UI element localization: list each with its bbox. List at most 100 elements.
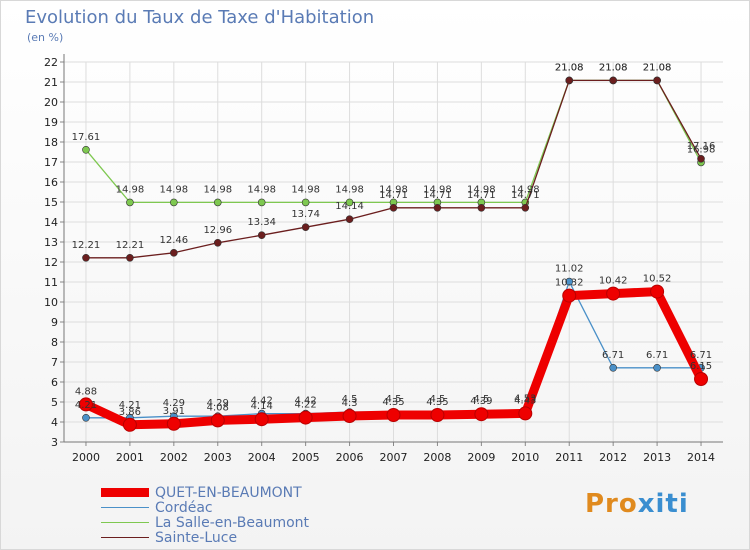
y-tick-label-4: 4	[51, 416, 58, 429]
data-label-quet-en-beaumont-2010: 4.43	[514, 395, 536, 406]
x-tick-label-2012: 2012	[599, 451, 627, 464]
x-tick-label-2014: 2014	[687, 451, 715, 464]
x-tick-label-2011: 2011	[555, 451, 583, 464]
data-label-sainte-luce-2007: 14.71	[379, 190, 408, 201]
point-quet-en-beaumont-2013	[650, 284, 665, 299]
legend-item-cord-ac: Cordéac	[101, 499, 309, 516]
data-label-quet-en-beaumont-2001: 3.86	[119, 407, 141, 418]
point-quet-en-beaumont-2000	[78, 397, 93, 412]
y-tick-label-12: 12	[44, 256, 58, 269]
point-sainte-luce-2007	[389, 204, 398, 212]
data-label-cord-ac-2009: 4.5	[473, 394, 489, 405]
point-quet-en-beaumont-2006	[342, 409, 357, 423]
x-tick-label-2009: 2009	[467, 451, 495, 464]
data-label-cord-ac-2007: 4.5	[386, 394, 402, 405]
point-cord-ac-2013	[653, 363, 661, 372]
data-label-sainte-luce-2004: 13.34	[247, 217, 276, 228]
data-label-sainte-luce-2011: 21.08	[555, 62, 584, 73]
data-label-la-salle-en-beaumont-2013: 21.08	[643, 62, 672, 73]
data-label-la-salle-en-beaumont-2001: 14.98	[116, 184, 145, 195]
logo-part-pro: Pro	[585, 489, 638, 519]
legend-label-sainte-luce: Sainte-Luce	[155, 529, 238, 546]
data-label-sainte-luce-2009: 14.71	[467, 190, 496, 201]
point-sainte-luce-2014	[697, 155, 705, 163]
point-quet-en-beaumont-2012	[606, 286, 621, 301]
y-tick-label-18: 18	[44, 136, 58, 149]
legend-label-la-salle-en-beaumont: La Salle-en-Beaumont	[155, 514, 310, 531]
data-label-sainte-luce-2001: 12.21	[116, 240, 145, 251]
data-label-cord-ac-2005: 4.42	[295, 396, 317, 407]
point-quet-en-beaumont-2011	[562, 288, 577, 303]
x-tick-label-2013: 2013	[643, 451, 671, 464]
data-label-quet-en-beaumont-2006: 4.3	[342, 398, 358, 409]
legend-item-la-salle-en-beaumont: La Salle-en-Beaumont	[101, 514, 310, 531]
x-tick-label-2006: 2006	[336, 451, 364, 464]
data-label-cord-ac-2011: 11.02	[555, 264, 584, 275]
data-label-cord-ac-2008: 4.5	[429, 394, 445, 405]
data-label-quet-en-beaumont-2002: 3.91	[163, 406, 185, 417]
data-label-quet-en-beaumont-2011: 10.32	[555, 278, 584, 289]
legend-label-cord-ac: Cordéac	[155, 499, 213, 516]
point-cord-ac-2012	[609, 363, 617, 372]
point-quet-en-beaumont-2003	[210, 413, 225, 428]
data-label-sainte-luce-2003: 12.96	[203, 225, 232, 236]
legend-swatch-sainte-luce	[101, 537, 149, 538]
data-label-sainte-luce-2012: 21.08	[599, 62, 628, 73]
data-label-cord-ac-2013: 6.71	[646, 350, 668, 361]
y-tick-label-19: 19	[44, 116, 58, 129]
data-label-quet-en-beaumont-2008: 4.35	[426, 397, 448, 408]
data-label-la-salle-en-beaumont-2000: 17.61	[72, 132, 101, 143]
data-label-quet-en-beaumont-2005: 4.22	[295, 400, 317, 411]
data-label-la-salle-en-beaumont-2006: 14.98	[335, 184, 364, 195]
point-quet-en-beaumont-2004	[254, 412, 269, 427]
data-label-sainte-luce-2006: 14.14	[335, 201, 364, 212]
point-sainte-luce-2011	[565, 76, 574, 85]
y-tick-label-8: 8	[51, 336, 58, 349]
proxiti-logo: Proxiti	[585, 489, 689, 519]
point-cord-ac-2011	[565, 277, 574, 286]
y-tick-label-7: 7	[51, 356, 58, 369]
legend-item-sainte-luce: Sainte-Luce	[101, 529, 309, 546]
data-label-cord-ac-2004: 4.42	[251, 396, 273, 407]
data-label-la-salle-en-beaumont-2002: 14.98	[160, 184, 189, 195]
point-sainte-luce-2001	[126, 253, 134, 262]
y-tick-label-13: 13	[44, 236, 58, 249]
point-sainte-luce-2005	[301, 223, 310, 231]
data-label-sainte-luce-2008: 14.71	[423, 190, 452, 201]
legend: QUET-EN-BEAUMONT Cordéac La Salle-en-Beaum…	[101, 485, 310, 546]
data-label-cord-ac-2010: 4.53	[514, 393, 536, 404]
point-quet-en-beaumont-2002	[166, 416, 181, 431]
x-tick-label-2004: 2004	[248, 451, 276, 464]
x-tick-label-2000: 2000	[72, 451, 100, 464]
data-label-sainte-luce-2010: 14.71	[511, 190, 540, 201]
data-label-la-salle-en-beaumont-2009: 14.98	[467, 184, 496, 195]
point-quet-en-beaumont-2008	[430, 408, 445, 422]
y-tick-label-6: 6	[51, 376, 58, 389]
point-sainte-luce-2012	[609, 76, 617, 85]
y-tick-label-9: 9	[51, 316, 58, 329]
point-la-salle-en-beaumont-2004	[257, 198, 266, 207]
axis-layer: 3 4 5 6 7 8 9 10 11 12 13 14 15 16 17 18 19 20 21 22 2000 200…	[44, 54, 723, 464]
point-quet-en-beaumont-2014	[694, 372, 709, 386]
point-sainte-luce-2013	[653, 76, 661, 85]
point-sainte-luce-2010	[521, 204, 530, 212]
point-quet-en-beaumont-2001	[122, 417, 137, 432]
y-tick-label-16: 16	[44, 176, 58, 189]
data-label-la-salle-en-beaumont-2008: 14.98	[423, 184, 452, 195]
data-label-la-salle-en-beaumont-2012: 21.08	[599, 62, 628, 73]
data-label-quet-en-beaumont-2013: 10.52	[643, 274, 672, 285]
y-tick-label-22: 22	[44, 56, 58, 69]
point-sainte-luce-2006	[345, 215, 354, 223]
data-label-sainte-luce-2000: 12.21	[72, 240, 101, 251]
data-label-cord-ac-2002: 4.29	[163, 398, 185, 409]
data-label-quet-en-beaumont-2003: 4.08	[207, 402, 229, 413]
legend-item-quet-en-beaumont: QUET-EN-BEAUMONT	[101, 485, 309, 501]
data-label-sainte-luce-2002: 12.46	[160, 235, 189, 246]
x-tick-label-2002: 2002	[160, 451, 188, 464]
y-tick-label-14: 14	[44, 216, 58, 229]
series-layer	[78, 76, 709, 432]
point-quet-en-beaumont-2005	[298, 410, 313, 425]
data-label-sainte-luce-2013: 21.08	[643, 62, 672, 73]
